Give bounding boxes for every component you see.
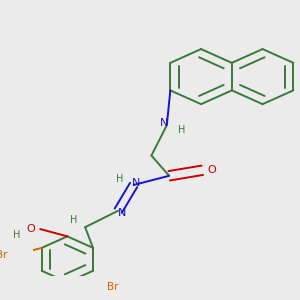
Text: O: O [26, 224, 35, 234]
Text: H: H [116, 174, 123, 184]
Text: H: H [70, 215, 77, 225]
Text: H: H [13, 230, 20, 239]
Text: O: O [207, 165, 216, 175]
Text: Br: Br [0, 250, 7, 260]
Text: N: N [118, 208, 126, 218]
Text: H: H [178, 125, 186, 135]
Text: N: N [132, 178, 140, 188]
Text: Br: Br [106, 282, 118, 292]
Text: N: N [160, 118, 169, 128]
